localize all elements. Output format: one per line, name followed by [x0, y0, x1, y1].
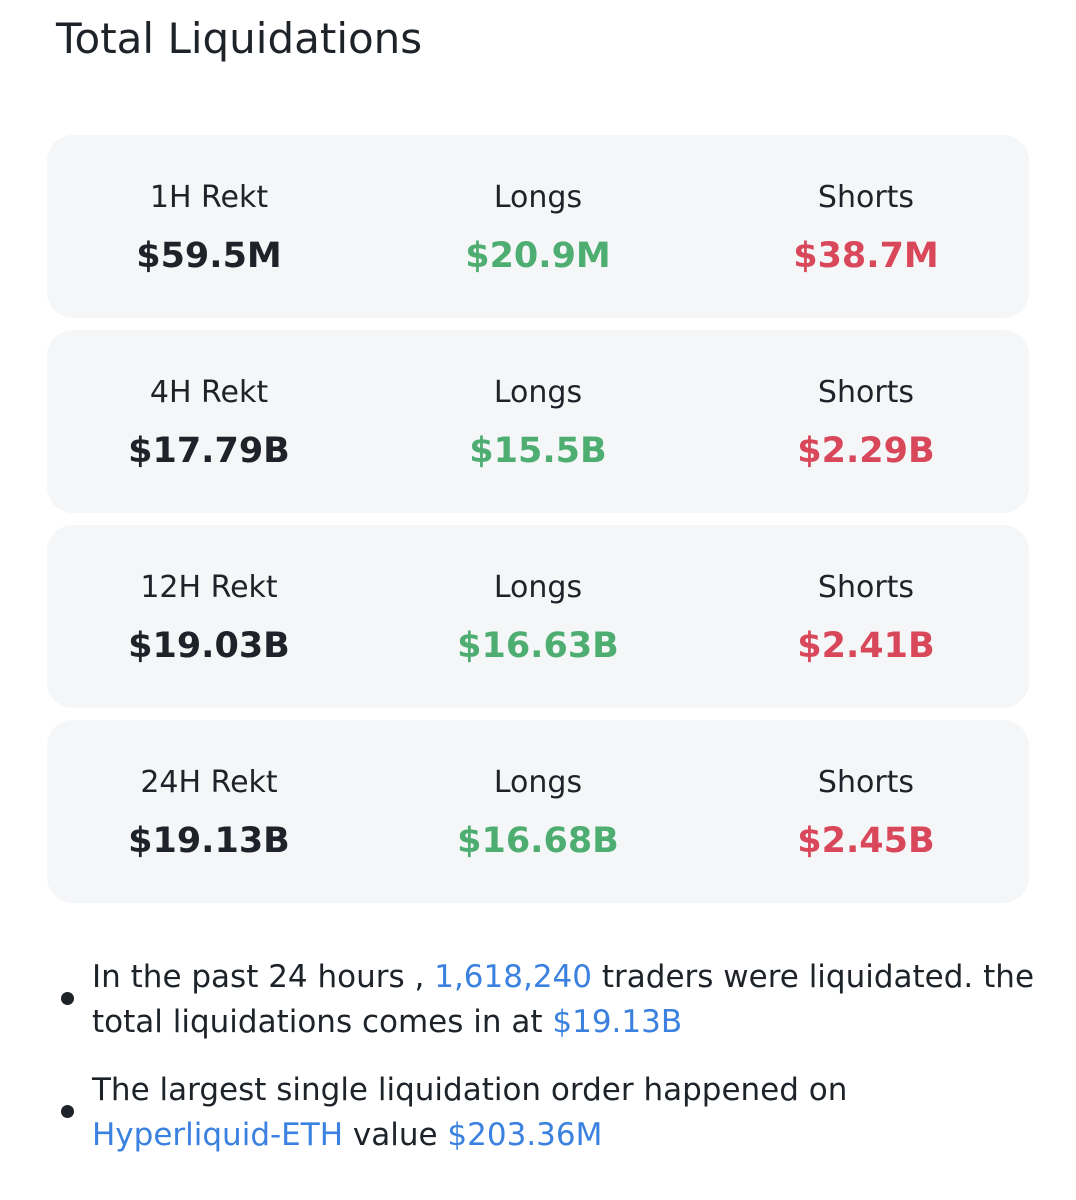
bullet	[61, 1105, 74, 1118]
shorts-value: $38.7M	[793, 236, 939, 276]
longs-value: $16.63B	[457, 626, 619, 666]
card: 12H Rekt $19.03B Longs $16.63B Shorts $2.41B	[47, 525, 1029, 708]
amount: $19.13B	[552, 1004, 683, 1040]
shorts-value: $2.45B	[797, 821, 935, 861]
total-label: 4H Rekt	[149, 375, 269, 410]
shorts-label: Shorts	[817, 375, 915, 410]
pair[interactable]: Hyperliquid-ETH	[92, 1117, 344, 1153]
total-label: 24H Rekt	[140, 765, 278, 800]
text: value	[352, 1117, 438, 1153]
longs-value: $20.9M	[465, 236, 611, 276]
title: Total Liquidations	[56, 14, 423, 63]
card: 24H Rekt $19.13B Longs $16.68B Shorts $2.45B	[47, 720, 1029, 903]
text: traders were liquidated. the total liqui…	[92, 959, 1035, 1040]
shorts-label: Shorts	[817, 765, 915, 800]
card: 1H Rekt $59.5M Longs $20.9M Shorts $38.7M	[47, 135, 1029, 318]
text: In the past 24 hours ,	[92, 959, 425, 995]
longs-label: Longs	[493, 375, 583, 410]
longs-label: Longs	[493, 180, 583, 215]
shorts-value: $2.29B	[797, 431, 935, 471]
total-label: 1H Rekt	[149, 180, 269, 215]
amount: $203.36M	[447, 1117, 603, 1153]
shorts-value: $2.41B	[797, 626, 935, 666]
text: The largest single liquidation order hap…	[92, 1072, 848, 1108]
card: 4H Rekt $17.79B Longs $15.5B Shorts $2.29B	[47, 330, 1029, 513]
shorts-label: Shorts	[817, 570, 915, 605]
bullet	[61, 992, 74, 1005]
shorts-label: Shorts	[817, 180, 915, 215]
longs-value: $15.5B	[469, 431, 607, 471]
note: In the past 24 hours , 1,618,240 traders…	[92, 955, 1042, 1045]
longs-label: Longs	[493, 570, 583, 605]
note: The largest single liquidation order hap…	[92, 1068, 1042, 1158]
total-label: 12H Rekt	[140, 570, 278, 605]
longs-label: Longs	[493, 765, 583, 800]
longs-value: $16.68B	[457, 821, 619, 861]
count: 1,618,240	[434, 959, 593, 995]
total-value: $59.5M	[136, 236, 282, 276]
total-value: $17.79B	[128, 431, 290, 471]
total-value: $19.13B	[128, 821, 290, 861]
total-value: $19.03B	[128, 626, 290, 666]
